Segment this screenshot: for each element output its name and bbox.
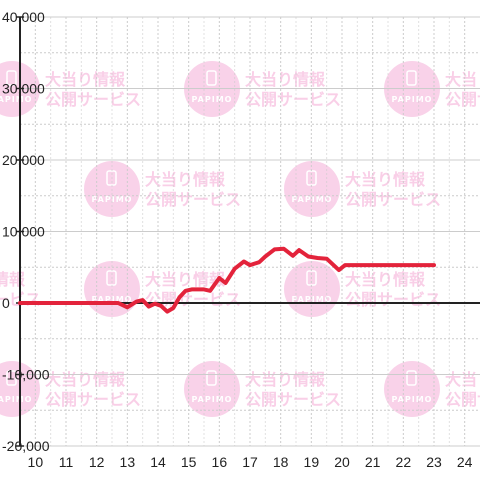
watermark-phone-icon [406, 370, 417, 386]
watermark-line2: 公開サービス [445, 390, 480, 409]
watermark-phone-icon [6, 70, 17, 86]
watermark-line1: 大当り情報 [45, 70, 126, 89]
watermark-line1: 大当り情報 [145, 170, 226, 189]
y-tick-label: -10,000 [2, 367, 50, 383]
watermark-layer: PAPIMO大当り情報公開サービスPAPIMO大当り情報公開サービスPAPIMO… [0, 61, 480, 417]
watermark-line1: 大当り情報 [345, 270, 426, 289]
x-tick-label: 22 [396, 454, 412, 470]
watermark-line2: 公開サービス [245, 390, 341, 409]
watermark-line2: 公開サービス [145, 190, 241, 209]
watermark-line2: 公開サービス [445, 90, 480, 109]
x-tick-label: 13 [120, 454, 136, 470]
watermark-logo-text: PAPIMO [0, 395, 32, 404]
series-line [18, 246, 436, 314]
watermark-logo-text: PAPIMO [92, 195, 133, 204]
y-tick-label: 10,000 [2, 224, 45, 240]
watermark-logo-text: PAPIMO [292, 295, 333, 304]
y-tick-label: 30,000 [2, 81, 45, 97]
watermark-line1: 大当り情報 [245, 370, 326, 389]
watermark-phone-icon [206, 70, 217, 86]
x-tick-label: 23 [426, 454, 442, 470]
y-tick-label: 20,000 [2, 152, 45, 168]
x-tick-label: 17 [242, 454, 258, 470]
watermark-line1: 大当り情報 [45, 370, 126, 389]
watermark-logo-circle [284, 261, 340, 317]
x-tick-label: 21 [365, 454, 381, 470]
watermark-logo-circle [284, 161, 340, 217]
x-tick-label: 14 [150, 454, 166, 470]
watermark-line2: 公開サービス [45, 90, 141, 109]
x-tick-label: 16 [212, 454, 228, 470]
watermark-logo-text: PAPIMO [192, 395, 233, 404]
watermark-phone-icon [206, 370, 217, 386]
x-tick-label: 19 [304, 454, 320, 470]
x-tick-label: 20 [334, 454, 350, 470]
watermark-line1: 大当り情報 [345, 170, 426, 189]
watermark-logo-text: PAPIMO [92, 295, 133, 304]
watermark-line1: 大当り情報 [245, 70, 326, 89]
x-tick-label: 15 [181, 454, 197, 470]
watermark-logo-circle [184, 361, 240, 417]
y-tick-label: 0 [2, 295, 10, 311]
x-tick-label: 12 [89, 454, 105, 470]
watermark-phone-icon [406, 70, 417, 86]
watermark-logo-text: PAPIMO [192, 95, 233, 104]
watermark-line1: 大当り情報 [445, 370, 480, 389]
series-layer [18, 246, 436, 314]
watermark-line1: 大当り情報 [0, 270, 26, 289]
x-tick-label: 10 [28, 454, 44, 470]
watermark-logo-text: PAPIMO [292, 195, 333, 204]
x-tick-label: 24 [457, 454, 473, 470]
watermark-line2: 公開サービス [45, 390, 141, 409]
watermark-line1: 大当り情報 [445, 70, 480, 89]
watermark-line2: 公開サービス [245, 90, 341, 109]
y-tick-label: -20,000 [2, 438, 50, 454]
watermark-line2: 公開サービス [345, 190, 441, 209]
tick-labels: -20,000 -10,000 0 10,000 20,000 30,000 40,000 1… [2, 9, 473, 470]
grid-lines [20, 16, 480, 447]
watermark-logo-circle [384, 361, 440, 417]
y-tick-label: 40,000 [2, 9, 45, 25]
watermark-logo-text: PAPIMO [0, 95, 32, 104]
watermark-line2: 公開サービス [145, 290, 241, 309]
watermark-line1: 大当り情報 [145, 270, 226, 289]
watermark-logo-text: PAPIMO [392, 95, 433, 104]
watermark-phone-icon [6, 370, 17, 386]
watermark-logo-text: PAPIMO [392, 395, 433, 404]
watermark-line2: 公開サービス [345, 290, 441, 309]
x-tick-label: 11 [59, 454, 74, 470]
x-tick-label: 18 [273, 454, 289, 470]
